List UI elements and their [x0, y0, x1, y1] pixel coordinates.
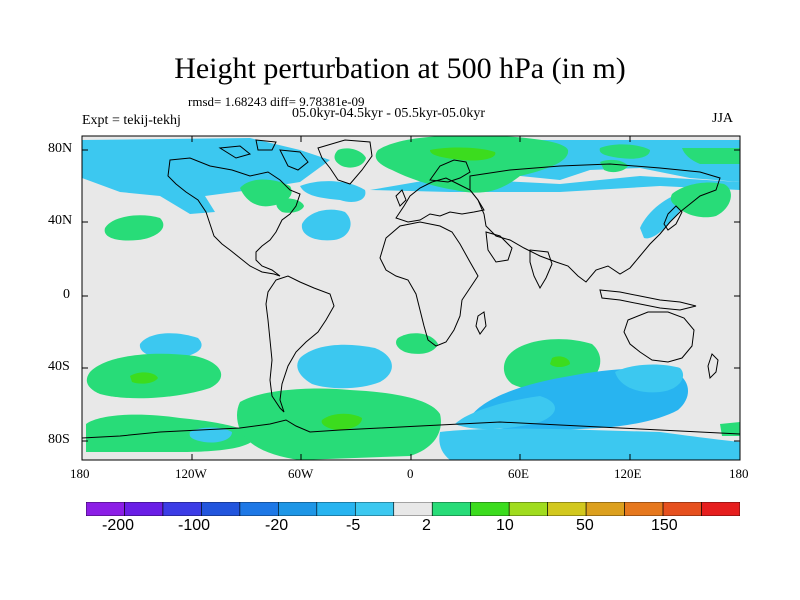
scandinavia-coast: [429, 159, 471, 183]
arabia-coast: [485, 231, 513, 263]
colorbar-box: [624, 502, 664, 516]
north-pacific-west-green: [104, 215, 164, 241]
antarctic-blue: [439, 428, 740, 460]
lat-label-40s: 40S: [48, 359, 70, 374]
scandinavia-green: [435, 173, 456, 187]
india-coast: [529, 249, 553, 290]
japan-coast: [663, 205, 683, 231]
colorbar-box: [201, 502, 241, 516]
greenland-green: [375, 136, 569, 193]
arctic-blue-band: [82, 138, 330, 214]
canada-green: [240, 179, 292, 207]
lat-label-80n: 80N: [48, 141, 73, 156]
colorbar-box: [162, 502, 202, 516]
colorbar-label-8: 150: [651, 517, 678, 534]
antarctic-green-east: [720, 422, 740, 436]
siberia-green-2: [600, 159, 628, 173]
australia-coast: [623, 311, 695, 363]
north-atlantic-blue: [300, 181, 366, 202]
lon-label-0: 0: [407, 466, 414, 481]
colorbar-box: [354, 502, 395, 516]
contour-fields: [82, 136, 740, 460]
north-america-coast: [167, 157, 301, 277]
colorbar-label-1: -200: [102, 517, 135, 534]
baffin-coast: [279, 149, 309, 171]
colorbar-box: [239, 502, 279, 516]
antarctic-green-west: [86, 414, 255, 452]
south-pacific-blue: [139, 333, 202, 359]
colorbar-label-6: 10: [496, 517, 514, 534]
lon-label-180e: 180: [729, 466, 749, 481]
colorbar-label-7: 50: [576, 517, 594, 534]
colorbar-box: [316, 502, 356, 516]
indian-ocean-bright-green: [550, 356, 570, 367]
greenland-coast: [317, 139, 373, 185]
antarctica-coast: [82, 419, 740, 439]
baffin-green: [334, 148, 366, 168]
siberia-green-1: [599, 144, 650, 159]
madagascar-coast: [475, 311, 487, 335]
southern-blue-patch: [189, 427, 232, 443]
colorbar-label-4: -5: [346, 517, 361, 534]
alaska-green: [682, 148, 740, 164]
colorbar-box: [86, 502, 125, 516]
lat-label-40n: 40N: [48, 213, 73, 228]
greenland-bright-green: [430, 147, 496, 161]
lon-label-60e: 60E: [508, 466, 529, 481]
chart-title: Height perturbation at 500 hPa (in m): [174, 52, 626, 85]
asia-coast: [469, 163, 721, 283]
south-atlantic-blue: [297, 344, 392, 389]
south-pacific-bright-green: [130, 372, 158, 384]
colorbar-label-2: -100: [178, 517, 211, 534]
colorbar: [86, 502, 740, 516]
lat-label-0: 0: [63, 287, 70, 302]
colorbar-box: [124, 502, 164, 516]
experiment-label: Expt = tekij-tekhj: [82, 113, 181, 128]
colorbar-box: [431, 502, 472, 516]
lon-label-120w: 120W: [175, 466, 207, 481]
lat-label-80s: 80S: [48, 432, 70, 447]
colorbar-label-3: -20: [265, 517, 289, 534]
south-america-coast: [265, 275, 335, 413]
lon-label-180w: 180: [70, 466, 90, 481]
colorbar-box: [585, 502, 625, 516]
colorbar-box: [278, 502, 318, 516]
arctic-islands: [218, 139, 277, 159]
colorbar-box: [393, 502, 433, 516]
indonesia-coast: [599, 289, 697, 311]
colorbar-box: [701, 502, 740, 516]
period-label: 05.0kyr-04.5kyr - 05.5kyr-05.0kyr: [292, 106, 486, 121]
uk-coast: [395, 189, 407, 207]
southern-ocean-light-blue: [455, 396, 555, 430]
colorbar-box: [470, 502, 510, 516]
colorbar-box: [547, 502, 587, 516]
antarctic-bright-green: [321, 413, 362, 430]
stats-label: rmsd= 1.68243 diff= 9.78381e-09: [188, 94, 365, 109]
africa-coast: [379, 221, 479, 347]
lon-label-60w: 60W: [288, 466, 314, 481]
south-indian-blue: [615, 364, 684, 393]
north-pacific-green: [670, 182, 731, 218]
europe-coast: [395, 177, 485, 223]
lon-label-120e: 120E: [614, 466, 642, 481]
axis-ticks: [81, 136, 741, 460]
colorbar-label-5: 2: [422, 517, 431, 534]
season-label: JJA: [712, 111, 734, 126]
colorbar-box: [508, 502, 548, 516]
coastlines: [82, 139, 740, 439]
mid-atlantic-blue: [301, 209, 351, 241]
colorbar-box: [662, 502, 702, 516]
new-zealand-coast: [707, 353, 719, 380]
